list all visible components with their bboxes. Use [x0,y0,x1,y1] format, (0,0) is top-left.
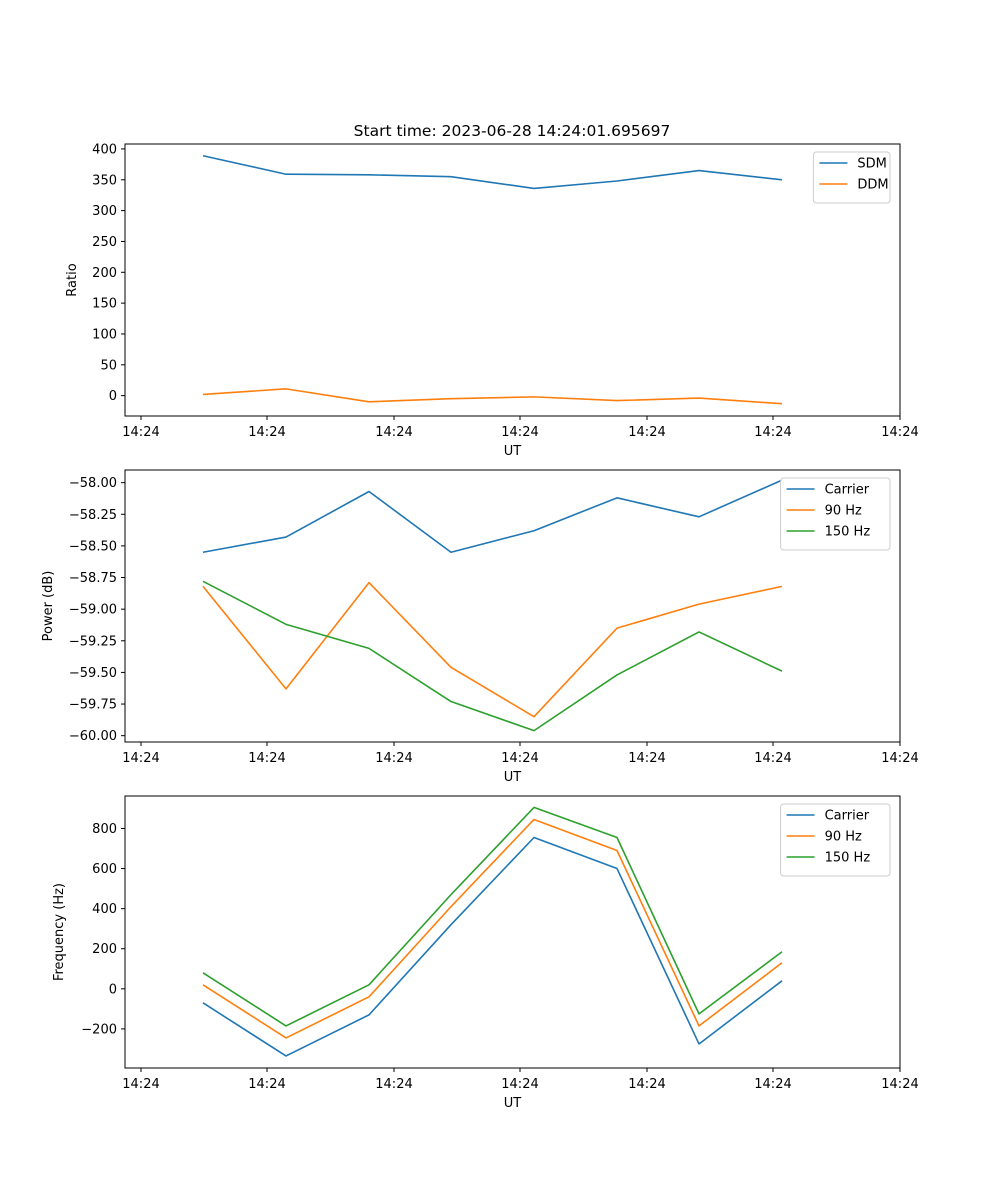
x-tick-label: 14:24 [501,425,538,440]
y-tick-label: 200 [92,266,117,281]
legend-label: 150 Hz [825,851,871,866]
subplot-frequency: −200 0 200 400 600 800 14:24 14:24 14:24 14:24 14:… [52,795,919,1111]
x-tick-label: 14:24 [248,1077,285,1092]
legend-label: Carrier [825,809,870,824]
y-tick-label: −200 [81,1022,117,1037]
legend-box [780,803,891,877]
y-tick-label: −59.00 [69,603,117,618]
series-line-90-hz [202,818,783,1039]
x-tick-label: 14:24 [754,751,791,766]
x-tick-label: 14:24 [881,1077,918,1092]
x-axis-label: UT [504,444,522,459]
legend-box [780,477,891,551]
y-tick-label: 600 [92,862,117,877]
x-tick-label: 14:24 [501,1077,538,1092]
subplot-ratio: 0 50 100 150 200 250 300 350 400 14:24 14:24 14:24 1… [65,142,919,459]
legend-box [812,151,891,204]
x-tick-label: 14:24 [375,425,412,440]
x-tick-label: 14:24 [628,751,665,766]
y-tick-label: 150 [92,297,117,312]
y-tick-label: 350 [92,173,117,188]
y-tick-label: 250 [92,235,117,250]
y-tick-label: 0 [109,982,117,997]
axes-frame [124,469,901,743]
x-tick-label: 14:24 [375,751,412,766]
x-tick-label: 14:24 [122,1077,159,1092]
series-line-ddm [202,388,783,405]
x-tick-label: 14:24 [248,751,285,766]
x-axis-label: UT [504,770,522,785]
legend-label: SDM [857,157,886,172]
y-axis-label: Ratio [65,263,80,296]
y-tick-label: 400 [92,142,117,157]
x-tick-label: 14:24 [628,425,665,440]
y-tick-label: −59.75 [69,698,117,713]
y-tick-label: −58.25 [69,508,117,523]
legend-label: DDM [857,178,888,193]
x-tick-label: 14:24 [754,425,791,440]
y-tick-label: 300 [92,204,117,219]
y-tick-label: −59.50 [69,666,117,681]
y-tick-label: −60.00 [69,729,117,744]
series-line-sdm [202,154,783,190]
y-tick-label: 50 [100,358,117,373]
x-tick-label: 14:24 [501,751,538,766]
figure-title: Start time: 2023-06-28 14:24:01.695697 [354,122,671,140]
axes-frame [124,143,901,417]
legend-label: Carrier [825,483,870,498]
x-tick-label: 14:24 [122,425,159,440]
series-line-90-hz [202,581,783,718]
x-tick-label: 14:24 [122,751,159,766]
y-tick-label: 400 [92,902,117,917]
y-axis-label: Power (dB) [41,571,56,642]
y-axis-label: Frequency (Hz) [52,883,67,981]
y-tick-label: 200 [92,942,117,957]
y-tick-label: 800 [92,822,117,837]
y-tick-label: −58.50 [69,539,117,554]
y-tick-label: 100 [92,327,117,342]
y-tick-label: −59.25 [69,634,117,649]
y-tick-label: −58.00 [69,476,117,491]
series-line-carrier [202,479,783,554]
legend-label: 90 Hz [825,504,862,519]
series-line-150-hz [202,580,783,732]
series-line-carrier [202,836,783,1057]
legend-label: 90 Hz [825,830,862,845]
legend-label: 150 Hz [825,525,871,540]
x-tick-label: 14:24 [628,1077,665,1092]
x-tick-label: 14:24 [881,751,918,766]
axes-frame [124,795,901,1069]
x-tick-label: 14:24 [248,425,285,440]
x-tick-label: 14:24 [375,1077,412,1092]
y-tick-label: 0 [109,389,117,404]
series-line-150-hz [202,806,783,1027]
x-tick-label: 14:24 [881,425,918,440]
y-tick-label: −58.75 [69,571,117,586]
x-tick-label: 14:24 [754,1077,791,1092]
x-axis-label: UT [504,1096,522,1111]
subplot-power: −60.00 −59.75 −59.50 −59.25 −59.00 −58.75 −58.… [41,469,919,785]
